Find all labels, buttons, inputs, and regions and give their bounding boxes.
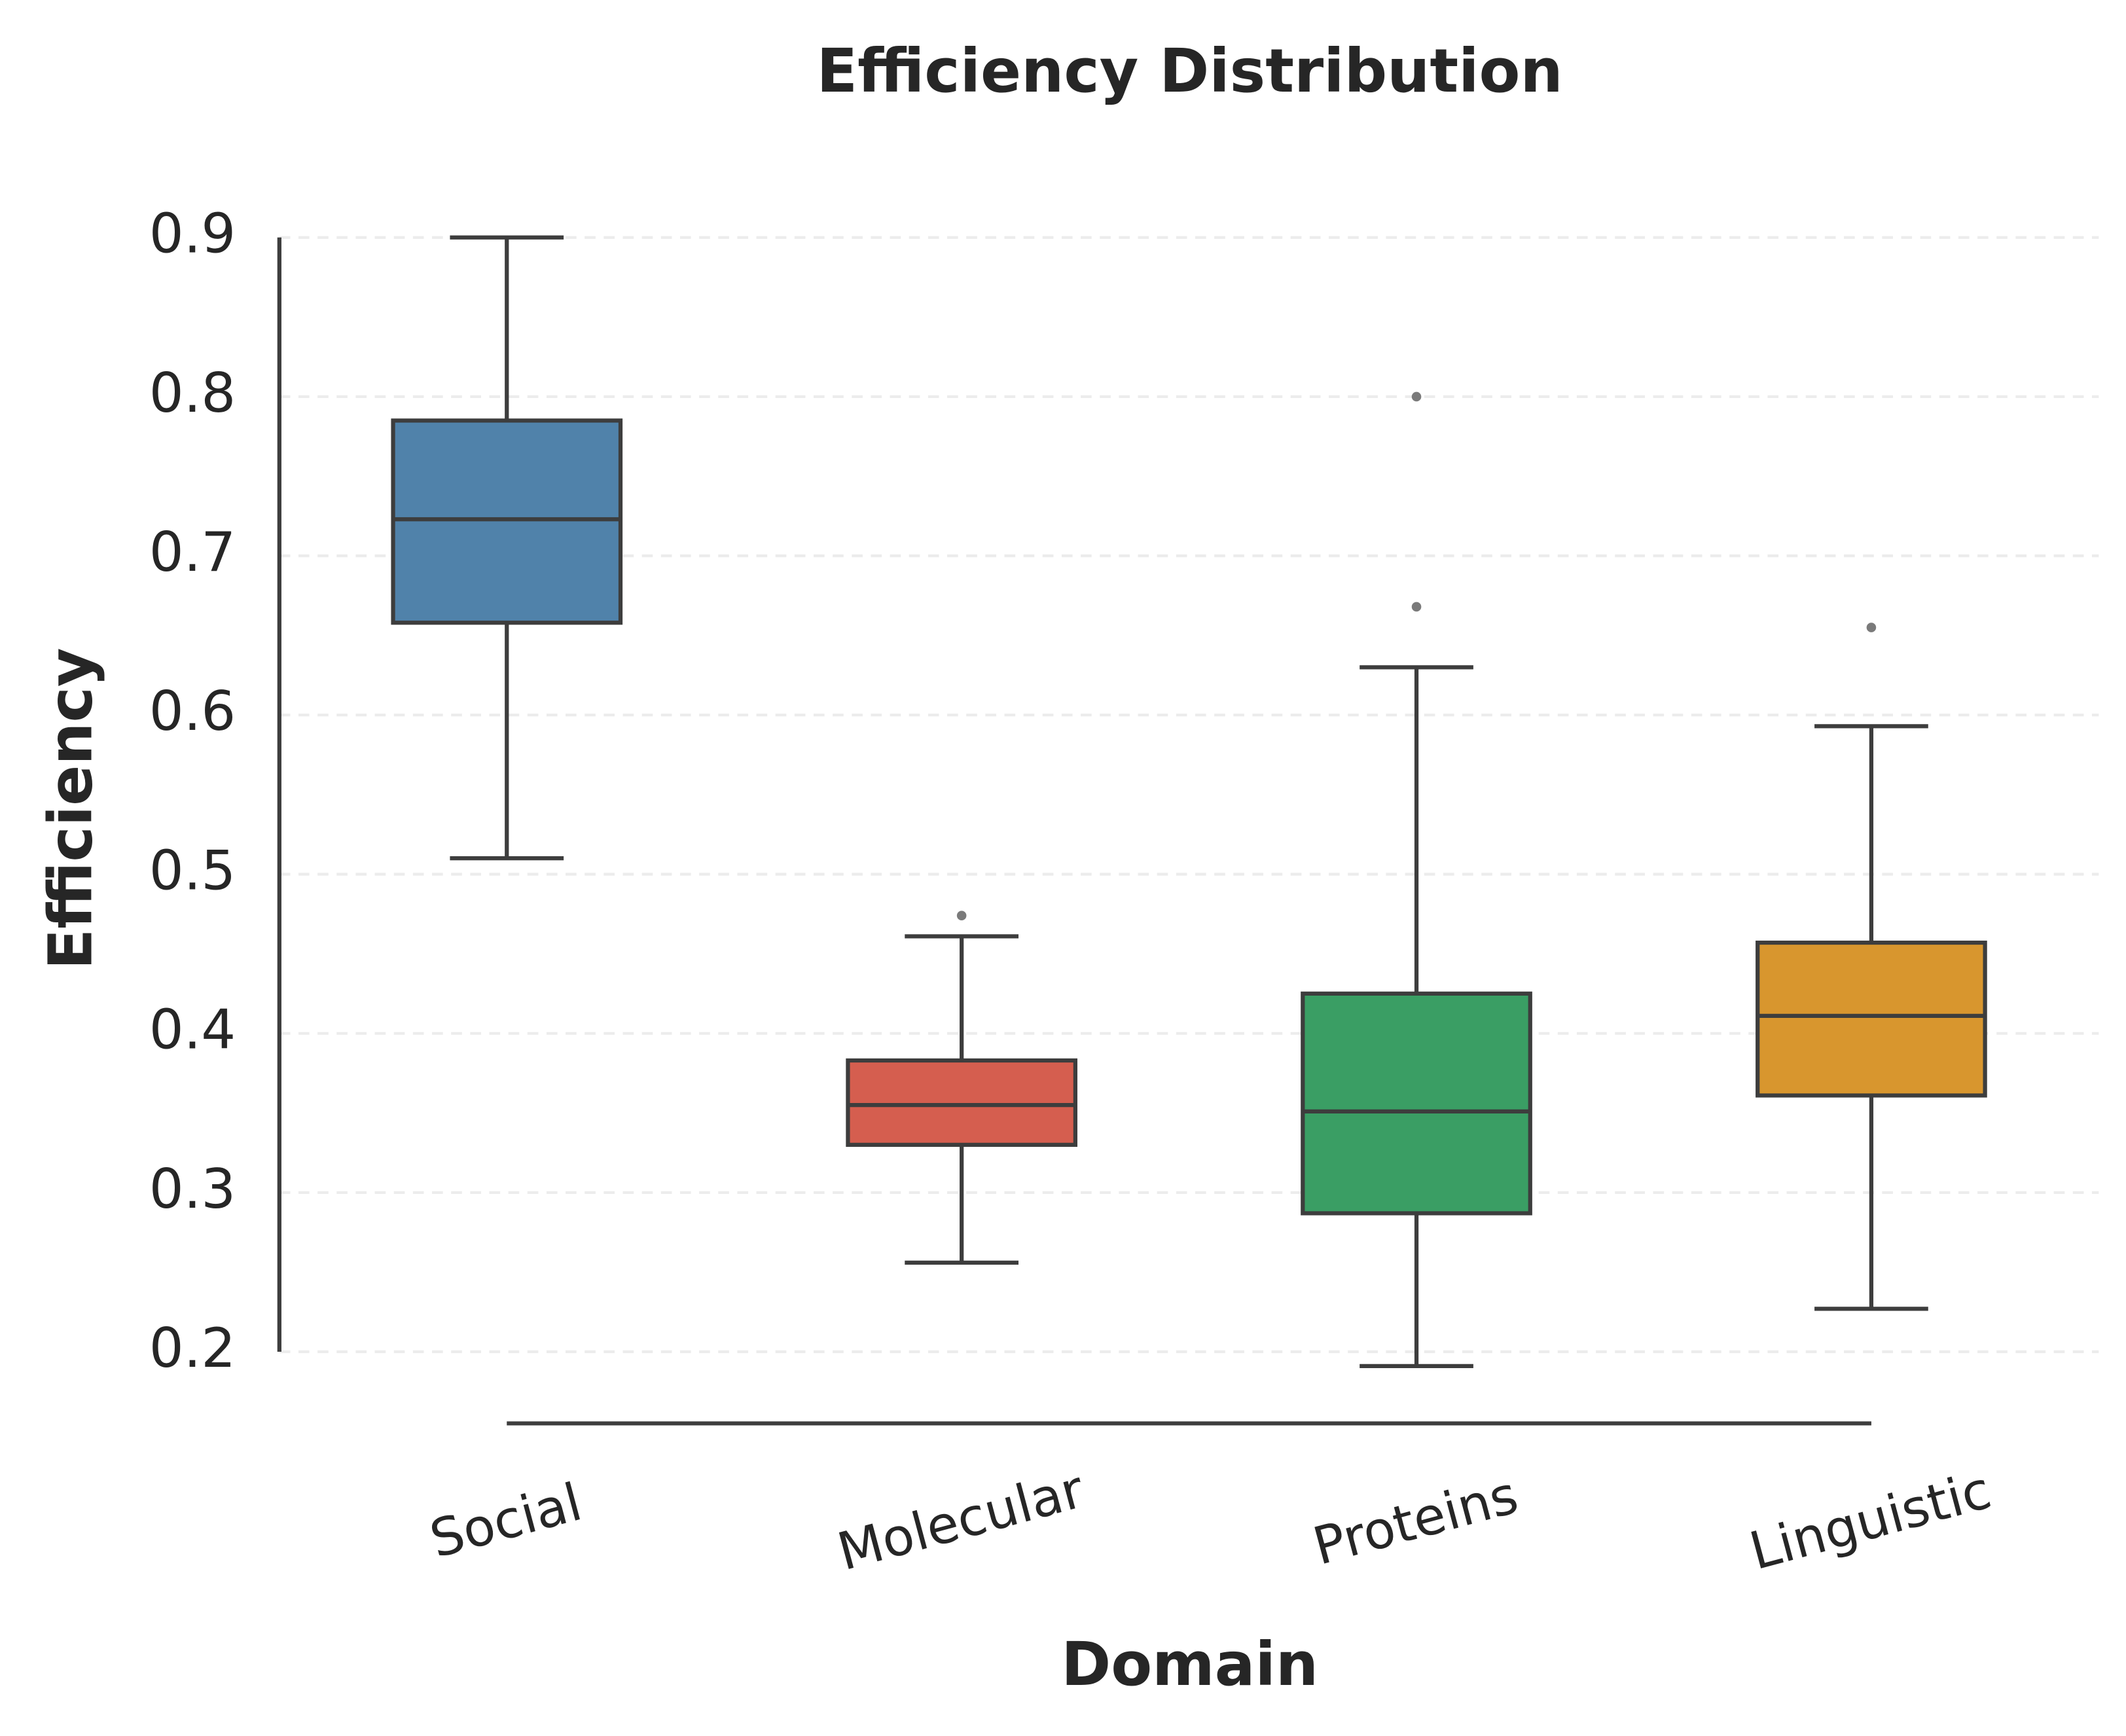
box <box>1301 991 1532 1216</box>
outlier <box>1411 602 1422 612</box>
x-axis-label: Domain <box>1061 1629 1318 1699</box>
outlier <box>1866 623 1877 632</box>
y-tick-label: 0.7 <box>149 520 236 584</box>
y-tick-label: 0.2 <box>149 1316 236 1380</box>
x-tick-label: Proteins <box>1307 1465 1524 1577</box>
x-tick-label: Linguistic <box>1744 1460 1997 1582</box>
outlier <box>1411 391 1422 402</box>
x-tick-label: Molecular <box>831 1459 1090 1582</box>
box <box>1756 940 1987 1098</box>
y-tick-label: 0.4 <box>149 998 236 1062</box>
outlier <box>956 911 967 921</box>
y-tick-label: 0.9 <box>149 202 236 266</box>
y-tick-label: 0.6 <box>149 679 236 743</box>
y-axis-label: Efficiency <box>35 648 105 970</box>
x-tick-label: Social <box>424 1472 588 1570</box>
box <box>846 1058 1077 1148</box>
y-tick-label: 0.3 <box>149 1157 236 1221</box>
chart-title: Efficiency Distribution <box>817 36 1563 106</box>
y-tick-label: 0.8 <box>149 361 236 425</box>
y-tick-label: 0.5 <box>149 839 236 902</box>
box <box>391 418 623 625</box>
